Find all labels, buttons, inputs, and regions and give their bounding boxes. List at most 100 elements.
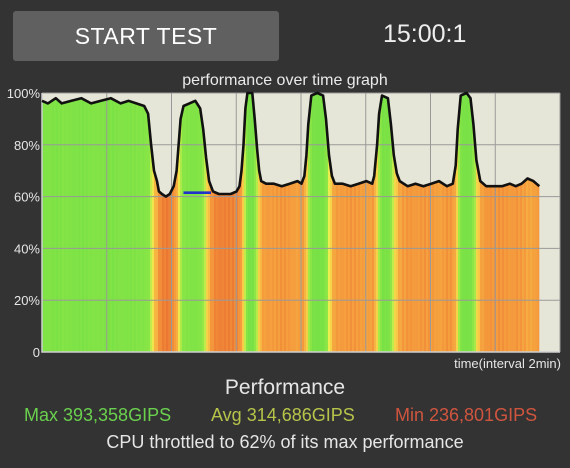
heat-stripe <box>484 93 487 352</box>
heat-stripe <box>328 93 331 352</box>
heat-stripe <box>460 93 463 352</box>
min-performance: Min 236,801GIPS <box>395 405 538 425</box>
heat-stripe <box>500 93 503 352</box>
y-axis-ticks: 0 20% 40% 60% 80% 100% <box>7 86 41 360</box>
heat-stripe <box>360 93 363 352</box>
heat-stripe <box>334 93 337 352</box>
heat-stripe <box>184 93 187 352</box>
heat-stripe <box>244 93 247 352</box>
heat-stripe <box>238 93 241 352</box>
heat-stripe <box>338 93 341 352</box>
y-tick-label: 0 <box>33 345 40 360</box>
heat-stripe <box>142 93 145 352</box>
start-test-button[interactable]: START TEST <box>13 11 279 61</box>
heat-stripe <box>374 93 377 352</box>
heat-stripe <box>228 93 231 352</box>
heat-stripe <box>286 93 289 352</box>
heat-stripe <box>272 93 275 352</box>
heat-stripe <box>144 93 147 352</box>
heat-stripe <box>102 93 105 352</box>
heat-stripe <box>404 93 407 352</box>
heat-stripe <box>254 93 257 352</box>
heat-stripe <box>208 93 211 352</box>
heat-stripe <box>226 93 229 352</box>
heat-stripe <box>354 93 357 352</box>
heat-stripe <box>450 93 453 352</box>
heat-stripe <box>470 93 473 352</box>
heat-stripe <box>386 93 389 352</box>
heat-stripe <box>206 93 209 352</box>
heat-stripe <box>336 93 339 352</box>
heat-stripe <box>376 93 379 352</box>
heat-stripe <box>296 93 299 352</box>
heat-stripe <box>506 93 509 352</box>
heat-stripe <box>498 93 501 352</box>
heat-stripe <box>292 93 295 352</box>
heat-stripe <box>134 93 137 352</box>
heat-stripe <box>504 93 507 352</box>
heat-stripe <box>320 93 323 352</box>
avg-performance: Avg 314,686GIPS <box>211 405 355 425</box>
heat-stripe <box>42 93 45 352</box>
heat-stripe <box>198 93 201 352</box>
heat-stripe <box>236 93 239 352</box>
heat-stripe <box>210 93 213 352</box>
chart-title: performance over time graph <box>182 72 388 89</box>
heat-stripe <box>370 93 373 352</box>
heat-stripe <box>514 93 517 352</box>
heat-stripe <box>268 93 271 352</box>
heat-stripe <box>114 93 117 352</box>
heat-stripe <box>388 93 391 352</box>
heat-stripe <box>302 93 305 352</box>
heat-stripe <box>456 93 459 352</box>
heat-stripe <box>276 93 279 352</box>
heat-stripe <box>472 93 475 352</box>
chart-axes <box>41 93 560 353</box>
heat-stripe <box>448 93 451 352</box>
heat-stripe <box>490 93 493 352</box>
heat-stripe <box>308 93 311 352</box>
heat-stripe <box>148 93 151 352</box>
heat-stripe <box>288 93 291 352</box>
heat-stripe <box>44 93 47 352</box>
heat-stripe <box>62 93 65 352</box>
y-tick-label: 100% <box>7 86 41 101</box>
heat-stripe <box>352 93 355 352</box>
heat-stripe <box>358 93 361 352</box>
heat-stripe <box>428 93 431 352</box>
heat-stripe <box>400 93 403 352</box>
heat-stripe <box>48 93 51 352</box>
heat-stripe <box>216 93 219 352</box>
heat-stripe <box>414 93 417 352</box>
heat-stripe <box>518 93 521 352</box>
heat-stripe <box>230 93 233 352</box>
heat-stripe <box>344 93 347 352</box>
heat-stripe <box>50 93 53 352</box>
heat-stripe <box>256 93 259 352</box>
heat-stripe <box>458 93 461 352</box>
heat-stripe <box>252 93 255 352</box>
heat-stripe <box>392 93 395 352</box>
heat-stripe <box>112 93 115 352</box>
heat-stripe <box>306 93 309 352</box>
heat-stripe <box>416 93 419 352</box>
heat-stripe <box>76 93 79 352</box>
heat-stripe <box>326 93 329 352</box>
heat-stripe <box>78 93 81 352</box>
heat-stripe <box>106 93 109 352</box>
heat-stripe <box>346 93 349 352</box>
heat-stripe <box>74 93 77 352</box>
heat-stripe <box>396 93 399 352</box>
heat-stripe <box>122 93 125 352</box>
heat-stripe <box>154 93 157 352</box>
heat-stripe <box>162 93 165 352</box>
heat-stripe <box>324 93 327 352</box>
heat-stripe <box>146 93 149 352</box>
heat-stripe <box>186 93 189 352</box>
heat-stripe <box>242 93 245 352</box>
heat-stripe <box>90 93 93 352</box>
heat-stripe <box>442 93 445 352</box>
heat-stripe <box>466 93 469 352</box>
